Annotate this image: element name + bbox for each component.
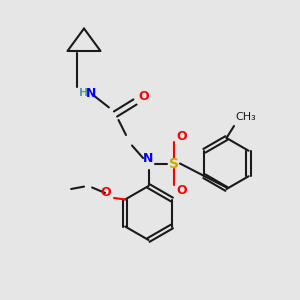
- Text: O: O: [139, 89, 149, 103]
- Text: O: O: [176, 130, 187, 143]
- Text: H: H: [80, 88, 88, 98]
- Text: CH₃: CH₃: [236, 112, 256, 122]
- Text: S: S: [169, 157, 179, 170]
- Text: N: N: [85, 87, 96, 100]
- Text: N: N: [143, 152, 154, 165]
- Text: O: O: [176, 184, 187, 197]
- Text: O: O: [100, 186, 111, 200]
